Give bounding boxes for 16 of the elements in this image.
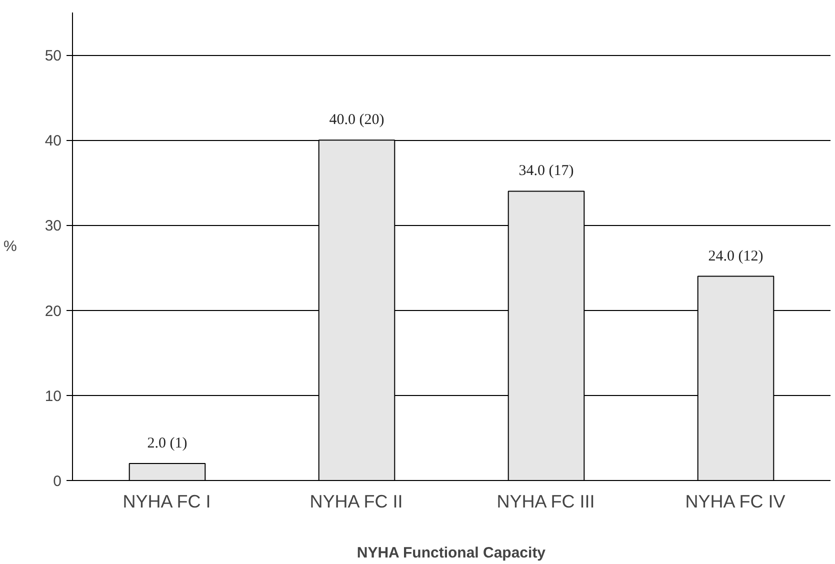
- data-label: 34.0 (17): [518, 163, 574, 180]
- y-tick-label: 30: [44, 218, 62, 235]
- y-axis-title: %: [3, 238, 17, 255]
- y-tick-label: 50: [44, 48, 62, 65]
- data-label: 40.0 (20): [329, 112, 384, 128]
- x-tick-label: NYHA FC II: [310, 492, 403, 512]
- data-label: 24.0 (12): [708, 248, 764, 264]
- y-tick-label: 40: [44, 132, 62, 150]
- y-tick-label: 20: [44, 302, 62, 320]
- x-tick-label: NYHA FC I: [122, 492, 211, 512]
- x-tick-label: NYHA FC IV: [685, 492, 786, 512]
- x-tick-label: NYHA FC III: [496, 492, 595, 512]
- x-axis-title: NYHA Functional Capacity: [356, 544, 546, 562]
- y-tick-label: 0: [53, 473, 62, 490]
- y-tick-label: 10: [44, 388, 62, 405]
- data-label: 2.0 (1): [147, 435, 188, 452]
